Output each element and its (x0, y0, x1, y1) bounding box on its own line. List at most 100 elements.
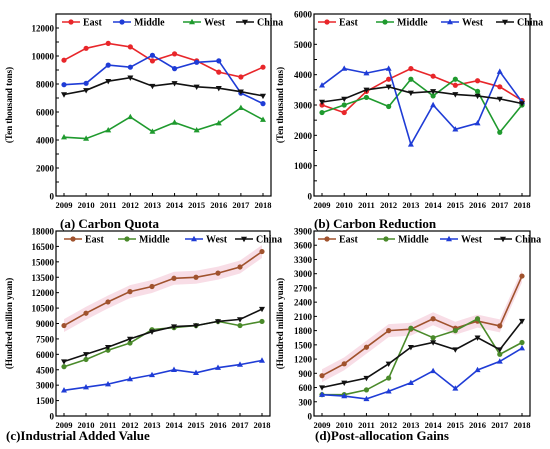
data-point (171, 366, 177, 372)
data-point (324, 19, 330, 25)
data-point (452, 82, 458, 88)
data-point (519, 318, 525, 325)
series-line (63, 76, 264, 97)
x-tick-label: 2015 (188, 200, 205, 210)
data-point (83, 135, 90, 141)
data-point (259, 357, 265, 363)
data-point (386, 375, 392, 381)
legend-label: Middle (134, 18, 165, 29)
data-point (386, 328, 392, 334)
data-point (237, 264, 243, 270)
y-tick-label: 5000 (294, 40, 313, 50)
y-tick-label: 300 (299, 397, 313, 407)
y-tick-label: 6000 (36, 350, 55, 360)
data-point (500, 236, 506, 243)
y-tick-label: 900 (299, 369, 313, 379)
data-point (452, 385, 459, 391)
data-point (83, 384, 89, 390)
data-point (430, 367, 437, 374)
series-line (321, 320, 523, 389)
data-point (194, 59, 200, 65)
y-tick-label: 4000 (36, 136, 55, 146)
caption-d: (d)Post-allocation Gains (315, 428, 449, 443)
y-tick-label: 16500 (32, 242, 55, 252)
data-point (149, 371, 155, 378)
y-tick-label: 18000 (32, 227, 55, 237)
data-point (171, 51, 178, 57)
data-point (319, 99, 325, 106)
legend-label: China (515, 235, 541, 246)
legend-label: China (517, 18, 543, 29)
series-line (63, 250, 263, 327)
x-tick-label: 2013 (402, 200, 419, 210)
series-china (61, 306, 265, 365)
series-line (321, 67, 523, 147)
legend-label: China (256, 235, 282, 246)
series-west (61, 357, 265, 393)
series-middle (319, 76, 525, 135)
data-point (237, 322, 243, 329)
data-point (363, 69, 370, 76)
data-point (193, 127, 200, 133)
series-band-east (322, 269, 522, 383)
data-point (385, 84, 392, 90)
data-point (259, 248, 265, 255)
data-point (502, 19, 508, 26)
y-tick-label: 10000 (32, 52, 55, 62)
data-point (259, 306, 265, 313)
data-point (474, 88, 481, 94)
series-west (61, 104, 266, 141)
data-point (127, 375, 133, 382)
data-point (474, 316, 481, 322)
legend-label: Middle (397, 18, 428, 29)
data-point (127, 44, 133, 50)
data-point (324, 236, 330, 242)
data-point (385, 65, 392, 71)
data-point (341, 65, 348, 71)
data-point (105, 40, 111, 47)
chart-panel-3: 0 300 600 900 1200 1500 1800 2100 2400 2700 3000 33… (275, 227, 541, 431)
y-tick-label: 1000 (294, 161, 313, 171)
y-tick-label: 12000 (32, 24, 55, 34)
data-point (319, 109, 325, 116)
x-tick-label: 2009 (314, 420, 331, 430)
data-point (61, 82, 67, 88)
series-line (63, 320, 263, 368)
caption-a: (a) Carbon Quota (60, 216, 159, 231)
legend-label: East (83, 18, 103, 29)
series-china (319, 318, 525, 391)
data-point (68, 19, 74, 25)
x-tick-label: 2010 (336, 420, 353, 430)
x-tick-label: 2016 (210, 420, 227, 430)
data-point (149, 283, 155, 290)
data-point (363, 94, 370, 101)
legend-label: West (462, 18, 484, 29)
data-point (260, 64, 266, 70)
data-point (408, 325, 414, 331)
series-west (319, 344, 525, 402)
data-point (124, 236, 130, 242)
data-point (171, 119, 178, 125)
legend-item-east: East (64, 235, 105, 246)
y-tick-label: 4500 (36, 365, 55, 375)
data-point (319, 391, 325, 397)
data-point (452, 347, 459, 353)
data-point (260, 101, 266, 107)
x-tick-label: 2011 (358, 420, 375, 430)
x-tick-label: 2018 (254, 420, 271, 430)
x-tick-label: 2010 (78, 200, 95, 210)
data-point (149, 58, 156, 64)
data-point (496, 68, 503, 74)
series-line (63, 359, 263, 392)
x-tick-label: 2013 (144, 420, 161, 430)
legend-item-west: West (441, 18, 484, 29)
data-point (61, 92, 67, 98)
chart-panel-1: 0 1000 2000 3000 4000 5000 6000 2009 2010 2011 201… (275, 10, 543, 211)
data-point (216, 69, 222, 75)
y-tick-label: 6000 (294, 10, 313, 20)
x-tick-label: 2015 (447, 420, 464, 430)
x-tick-label: 2013 (144, 200, 161, 210)
data-point (105, 62, 111, 68)
data-point (385, 388, 392, 394)
legend-item-west: West (440, 235, 483, 246)
